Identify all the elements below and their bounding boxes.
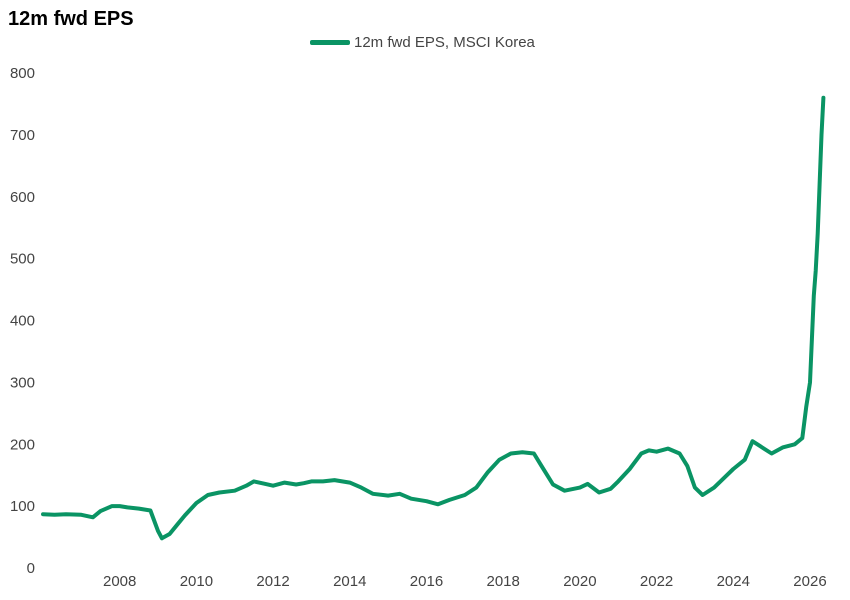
y-tick-label: 700 bbox=[10, 127, 35, 144]
x-tick-label: 2010 bbox=[180, 573, 213, 590]
x-tick-label: 2022 bbox=[640, 573, 673, 590]
x-axis-ticks: 2008 2010 2012 2014 2016 2018 2020 2022 2024 2026 bbox=[103, 573, 827, 590]
x-tick-label: 2018 bbox=[487, 573, 520, 590]
chart-title: 12m fwd EPS bbox=[8, 8, 134, 30]
x-tick-label: 2020 bbox=[563, 573, 596, 590]
y-tick-label: 300 bbox=[10, 374, 35, 391]
legend-swatch bbox=[310, 40, 350, 45]
y-tick-label: 400 bbox=[10, 313, 35, 330]
y-tick-label: 0 bbox=[27, 560, 35, 577]
x-tick-label: 2016 bbox=[410, 573, 443, 590]
y-tick-label: 500 bbox=[10, 251, 35, 268]
x-tick-label: 2024 bbox=[717, 573, 750, 590]
y-axis-ticks: 0 100 200 300 400 500 600 700 800 bbox=[10, 65, 35, 577]
x-tick-label: 2008 bbox=[103, 573, 136, 590]
x-tick-label: 2012 bbox=[256, 573, 289, 590]
y-tick-label: 200 bbox=[10, 436, 35, 453]
x-tick-label: 2014 bbox=[333, 573, 366, 590]
legend-label: 12m fwd EPS, MSCI Korea bbox=[354, 34, 535, 51]
y-tick-label: 600 bbox=[10, 189, 35, 206]
series-line-msci-korea-eps bbox=[41, 95, 826, 541]
x-tick-label: 2026 bbox=[793, 573, 826, 590]
legend: 12m fwd EPS, MSCI Korea bbox=[310, 34, 535, 51]
y-tick-label: 100 bbox=[10, 498, 35, 515]
y-tick-label: 800 bbox=[10, 65, 35, 82]
